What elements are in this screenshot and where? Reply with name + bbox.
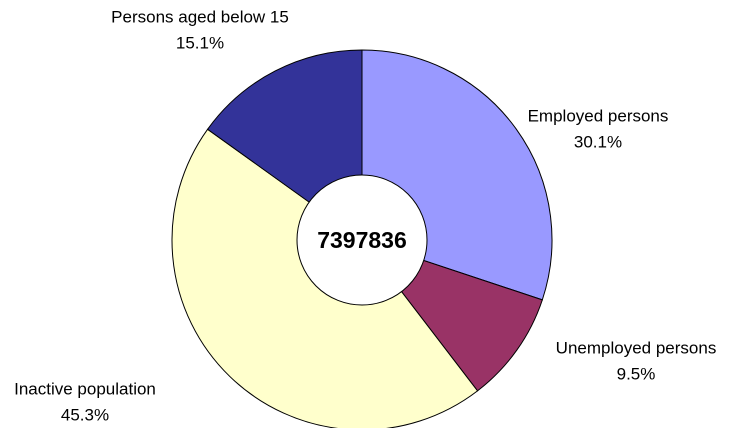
slice-label: Inactive population [14, 379, 156, 398]
slice-value-label: 30.1% [574, 132, 622, 151]
slice-label: Employed persons [528, 106, 669, 125]
slice-value-label: 9.5% [617, 364, 656, 383]
slice-value-label: 15.1% [176, 33, 224, 52]
slice-label: Persons aged below 15 [111, 7, 289, 26]
donut-hole [296, 174, 428, 306]
slice-label: Unemployed persons [556, 338, 717, 357]
slice-value-label: 45.3% [61, 405, 109, 424]
center-label: 7397836 [317, 227, 407, 253]
